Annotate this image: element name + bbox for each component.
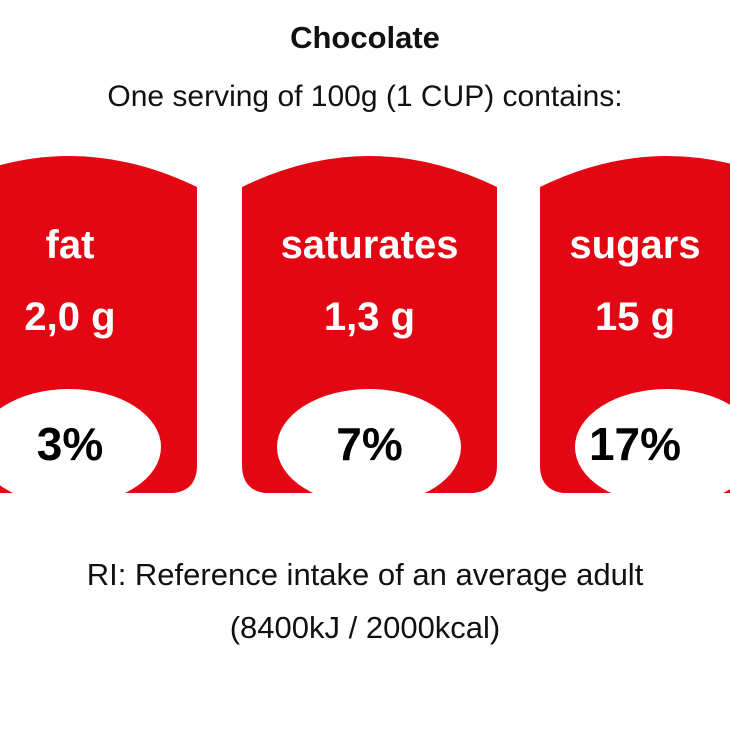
nutrient-badge-fat: fat 2,0 g 3% <box>0 155 197 495</box>
nutrient-badge-sugars: sugars 15 g 17% <box>540 155 730 495</box>
serving-info: One serving of 100g (1 CUP) contains: <box>107 80 623 113</box>
nutrient-label: fat <box>45 223 95 267</box>
nutrient-percent: 3% <box>36 418 104 470</box>
nutrient-label: sugars <box>569 223 701 267</box>
energy-reference: (8400kJ / 2000kcal) <box>229 610 501 645</box>
nutrient-amount: 1,3 g <box>323 295 416 339</box>
nutrient-amount: 15 g <box>594 295 676 339</box>
nutrient-percent: 17% <box>588 418 682 470</box>
product-title: Chocolate <box>290 20 440 55</box>
nutrient-label: saturates <box>280 223 459 267</box>
badge-shape <box>242 156 497 495</box>
reference-intake-note: RI: Reference intake of an average adult <box>86 557 644 592</box>
badge-shape <box>0 156 197 495</box>
nutrient-amount: 2,0 g <box>24 295 116 339</box>
nutrient-percent: 7% <box>336 418 403 470</box>
badge-shape <box>540 156 730 495</box>
nutrient-badge-saturates: saturates 1,3 g 7% <box>242 155 497 495</box>
